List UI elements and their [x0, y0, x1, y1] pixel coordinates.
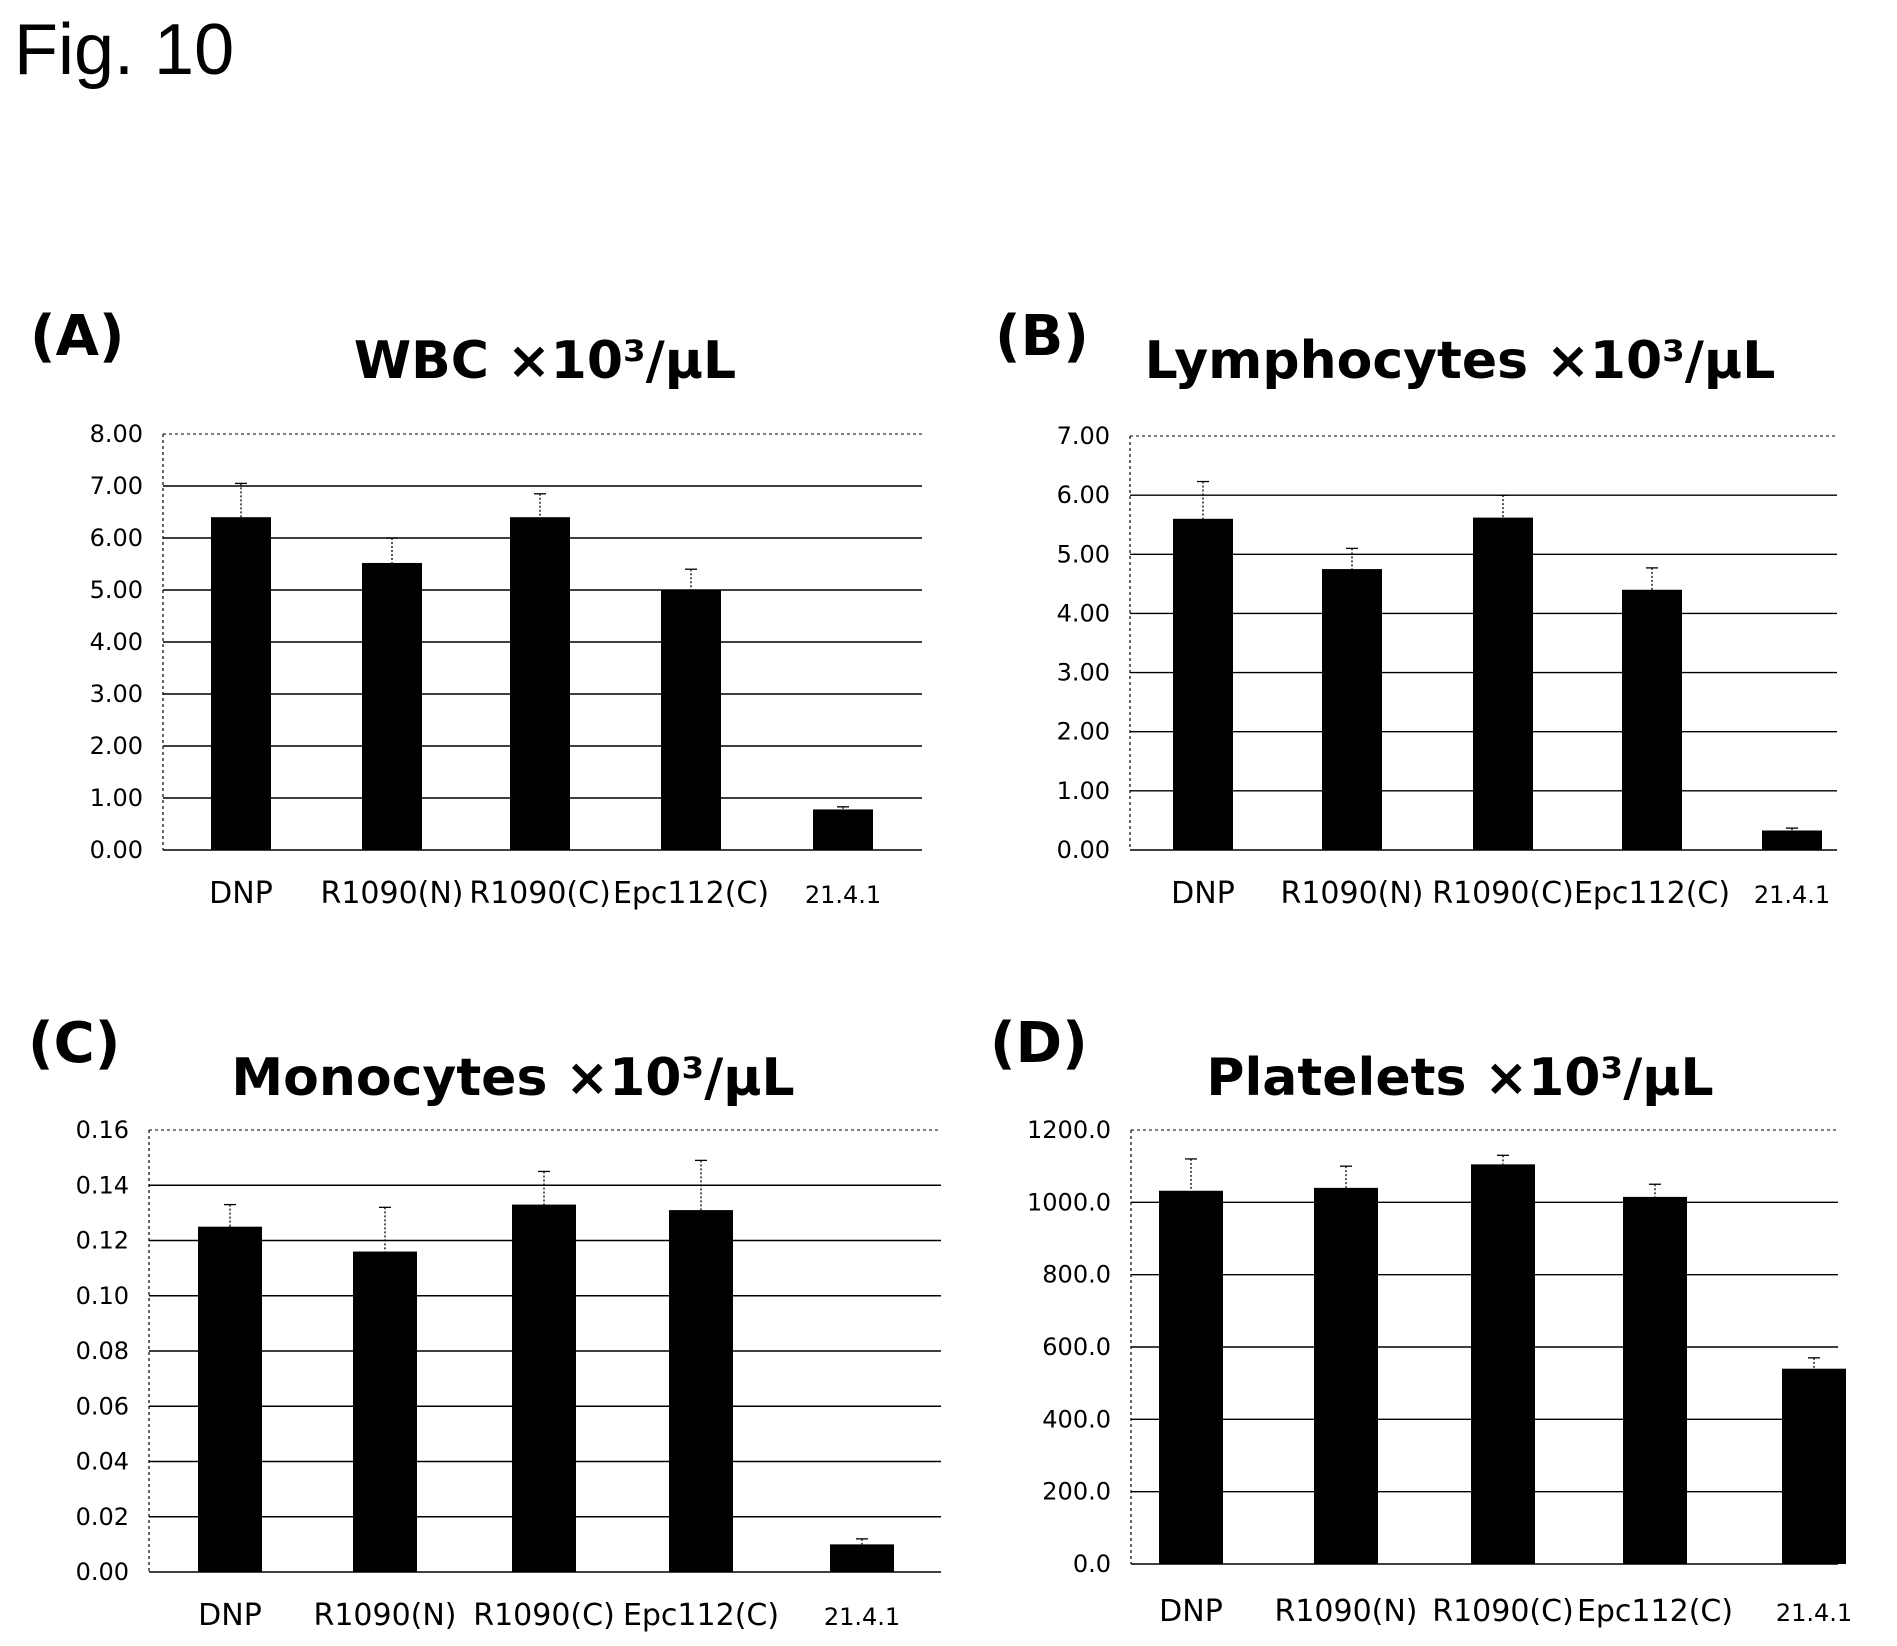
x-category-label: Epc112(C) — [623, 1598, 779, 1633]
y-tick-label: 0.12 — [76, 1227, 129, 1255]
bar — [1782, 1368, 1846, 1564]
bar — [211, 517, 271, 850]
chart-title: Monocytes ×10³/μL — [231, 1048, 794, 1108]
y-tick-label: 1000.0 — [1027, 1188, 1111, 1216]
bar — [1159, 1190, 1223, 1564]
plot-area: 0.0 200.0 400.0 600.0 800.0 1000.0 1200.0 DNP R1… — [1027, 1116, 1852, 1629]
y-tick-label: 0.04 — [76, 1448, 129, 1476]
x-category-label: Epc112(C) — [1577, 1594, 1733, 1629]
x-category-label: R1090(N) — [320, 876, 463, 911]
x-category-label: 21.4.1 — [824, 1603, 900, 1631]
chart-title: Lymphocytes ×10³/μL — [1145, 331, 1776, 391]
x-category-label: R1090(C) — [469, 876, 611, 911]
y-tick-label: 2.00 — [1057, 718, 1110, 746]
bar — [669, 1210, 733, 1572]
y-tick-label: 8.00 — [90, 420, 143, 448]
panel-label: (D) — [990, 1011, 1088, 1076]
y-tick-label: 0.00 — [76, 1558, 129, 1586]
bar — [1762, 830, 1822, 850]
bar — [1314, 1187, 1378, 1564]
panel-a: (A) WBC ×10³/μL 0.00 1.00 2.00 3.00 4.00 5.00… — [30, 304, 922, 911]
y-tick-label: 1.00 — [1057, 777, 1110, 805]
y-tick-label: 7.00 — [1057, 422, 1110, 450]
bar — [198, 1226, 262, 1572]
y-tick-label: 3.00 — [90, 680, 143, 708]
y-tick-label: 0.10 — [76, 1282, 129, 1310]
bar — [1322, 569, 1382, 850]
y-tick-label: 2.00 — [90, 732, 143, 760]
bar — [1473, 517, 1533, 850]
x-category-label: Epc112(C) — [613, 876, 769, 911]
plot-area: 0.00 0.02 0.04 0.06 0.08 0.10 0.12 0.14 0.16 DNP R… — [76, 1116, 941, 1633]
bar — [1623, 1196, 1687, 1564]
bar — [1173, 518, 1233, 850]
y-tick-label: 0.02 — [76, 1503, 129, 1531]
bar — [1622, 589, 1682, 850]
x-category-label: R1090(C) — [473, 1598, 615, 1633]
panel-c: (C) Monocytes ×10³/μL 0.000.020.040.060.… — [28, 1011, 941, 1633]
y-tick-label: 0.08 — [76, 1337, 129, 1365]
x-category-label: 21.4.1 — [805, 881, 881, 909]
panel-b: (B) Lymphocytes ×10³/μL 0.00 1.00 2.00 3.00… — [995, 304, 1837, 911]
y-tick-label: 4.00 — [1057, 599, 1110, 627]
panel-d: (D) Platelets ×10³/μL 0.0 200.0 400.0 600.0… — [990, 1011, 1852, 1629]
y-tick-label: 5.00 — [90, 576, 143, 604]
y-tick-label: 7.00 — [90, 472, 143, 500]
bar — [813, 809, 873, 850]
y-tick-label: 0.06 — [76, 1392, 129, 1420]
panel-label: (C) — [28, 1011, 120, 1076]
bar — [661, 590, 721, 850]
bar — [1471, 1164, 1535, 1564]
y-tick-label: 0.00 — [1057, 836, 1110, 864]
bar — [830, 1544, 894, 1572]
x-category-label: DNP — [1171, 876, 1235, 911]
plot-area: 0.00 1.00 2.00 3.00 4.00 5.00 6.00 7.00 DNP R1090… — [1057, 422, 1837, 911]
y-tick-label: 0.00 — [90, 836, 143, 864]
x-category-label: R1090(N) — [1274, 1594, 1417, 1629]
y-tick-label: 6.00 — [1057, 481, 1110, 509]
x-category-label: DNP — [1159, 1594, 1223, 1629]
y-tick-label: 0.0 — [1073, 1550, 1111, 1578]
chart-title: WBC ×10³/μL — [354, 331, 736, 391]
x-category-label: R1090(C) — [1432, 1594, 1574, 1629]
x-category-label: DNP — [209, 876, 273, 911]
y-tick-label: 800.0 — [1042, 1261, 1111, 1289]
x-category-label: Epc112(C) — [1574, 876, 1730, 911]
y-tick-label: 0.14 — [76, 1171, 129, 1199]
x-category-label: DNP — [198, 1598, 262, 1633]
bar — [362, 562, 422, 850]
y-tick-label: 4.00 — [90, 628, 143, 656]
x-category-label: R1090(N) — [1280, 876, 1423, 911]
x-category-label: 21.4.1 — [1754, 881, 1830, 909]
bar — [512, 1204, 576, 1572]
x-category-label: R1090(N) — [313, 1598, 456, 1633]
x-category-label: 21.4.1 — [1776, 1599, 1852, 1627]
y-tick-label: 0.16 — [76, 1116, 129, 1144]
y-tick-label: 6.00 — [90, 524, 143, 552]
bar — [353, 1251, 417, 1572]
y-tick-label: 5.00 — [1057, 540, 1110, 568]
figure-title: Fig. 10 — [14, 10, 234, 90]
y-tick-label: 1200.0 — [1027, 1116, 1111, 1144]
y-tick-label: 400.0 — [1042, 1405, 1111, 1433]
plot-area: 0.00 1.00 2.00 3.00 4.00 5.00 6.00 7.00 8.00 DNP R… — [90, 420, 922, 911]
y-tick-label: 1.00 — [90, 784, 143, 812]
y-tick-label: 200.0 — [1042, 1478, 1111, 1506]
bar — [510, 517, 570, 850]
x-category-label: R1090(C) — [1432, 876, 1574, 911]
y-tick-label: 600.0 — [1042, 1333, 1111, 1361]
y-tick-label: 3.00 — [1057, 659, 1110, 687]
chart-title: Platelets ×10³/μL — [1206, 1048, 1713, 1108]
panel-label: (A) — [30, 304, 125, 369]
panel-label: (B) — [995, 304, 1089, 369]
